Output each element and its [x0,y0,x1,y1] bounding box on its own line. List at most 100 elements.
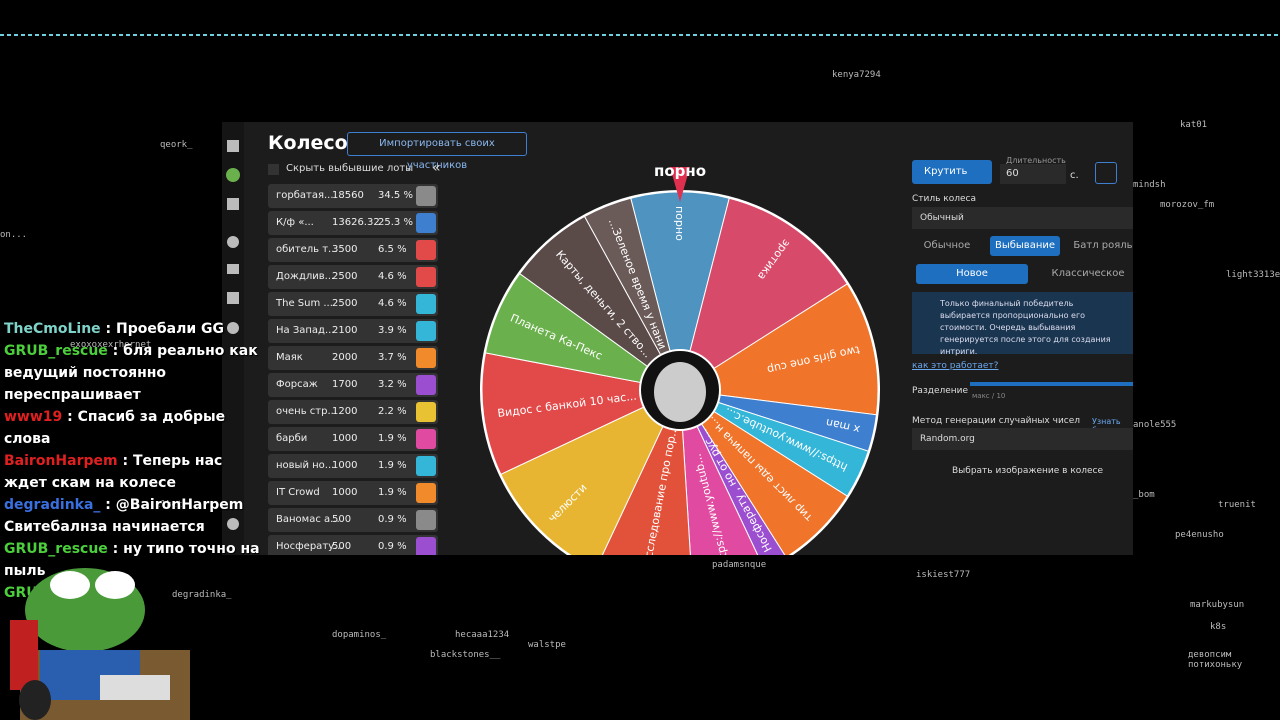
lot-name: Дождлив... [276,271,335,282]
wheel-segment [679,197,848,392]
wheel-segment [678,283,879,416]
mode-tab[interactable]: Обычное [923,240,971,251]
hub-face [654,362,706,422]
lot-percent: 6.5 % [378,244,407,255]
viewer-name: jelket [150,500,183,510]
lot-row: горбатая... 18560 34.5 % [268,184,438,208]
style-select[interactable]: Обычный [912,207,1133,229]
chat-sep: : [107,541,124,557]
split-slider[interactable] [970,382,1133,386]
lot-percent: 1.9 % [378,433,407,444]
viewer-name: light3313e [1226,270,1280,280]
lot-percent: 1.9 % [378,460,407,471]
lot-name: Носферату... [276,541,344,552]
lot-badge[interactable] [416,483,436,503]
submode-tab[interactable]: Новое [916,264,1028,284]
chat-sep: : [100,497,116,513]
lot-percent: 25.3 % [378,217,413,228]
rng-select[interactable]: Random.org [912,428,1133,450]
lot-badge[interactable] [416,375,436,395]
sidebar-icons [226,140,240,530]
chat-message: GRUB_rescue : ну типо точно на пыль [4,538,269,582]
wheel-segment [601,389,691,555]
app-title: Колесо [268,132,348,154]
chat-message: TheCmoLine : Проебали GG [4,318,269,340]
lot-percent: 0.9 % [378,514,407,525]
submode-tab[interactable]: Классическое [1051,268,1125,279]
random-button[interactable] [1095,162,1117,184]
lot-badge[interactable] [416,429,436,449]
lot-badge[interactable] [416,402,436,422]
lot-name: обитель т... [276,244,338,255]
viewer-name: walstpe [528,640,566,650]
spin-button[interactable]: Крутить [912,160,992,184]
chat-message: www19 : Спасиб за добрые слова [4,406,269,450]
seconds: с. [1070,170,1079,181]
lot-row: Маяк 2000 3.7 % [268,346,438,370]
mode-tab[interactable]: Батл рояль [1073,240,1133,251]
mode-tab[interactable]: Выбывание [990,236,1060,256]
lot-amount: 13626.32 [332,217,380,228]
viewer-name: degradinka_ [172,590,232,600]
lot-row: Ваномас а... 500 0.9 % [268,508,438,532]
lot-row: К/ф «... 13626.32 25.3 % [268,211,438,235]
lot-badge[interactable] [416,321,436,341]
lot-name: Маяк [276,352,303,363]
info-box: Только финальный победитель выбирается п… [912,292,1133,356]
viewer-name: exoxoxexrhornet [70,340,152,350]
lot-badge[interactable] [416,186,436,206]
lot-badge[interactable] [416,348,436,368]
viewer-name: pe4enusho [1175,530,1224,540]
wheel-label: порно [673,206,686,241]
lot-name: новый но... [276,460,335,471]
lot-badge[interactable] [416,456,436,476]
duration-label: Длительность [1006,156,1066,165]
lot-badge[interactable] [416,537,436,555]
lot-row: Форсаж 1700 3.2 % [268,373,438,397]
chat-text: Теперь нас ждет скам на колесе [4,453,223,491]
checkbox[interactable] [268,164,279,175]
viewer-name: hecaaa1234 [455,630,510,640]
lot-amount: 2000 [332,352,358,363]
lot-percent: 4.6 % [378,298,407,309]
info-text: Только финальный победитель выбирается п… [940,299,1111,356]
import-button[interactable]: Импортировать своих участников [347,132,527,171]
chat-sep: : [100,321,117,337]
lot-amount: 2500 [332,271,358,282]
viewer-name: iskiest777 [916,570,971,580]
lot-percent: 3.7 % [378,352,407,363]
lot-name: очень стр... [276,406,337,417]
lot-row: The Sum ... 2500 4.6 % [268,292,438,316]
lot-badge[interactable] [416,267,436,287]
lot-name: На Запад... [276,325,335,336]
viewer-name: девопсим потихоньку [1188,650,1243,670]
lot-row: обитель т... 3500 6.5 % [268,238,438,262]
wheel-segment [679,389,848,555]
viewer-name: kenya7294 [832,70,881,80]
viewer-name: kat01 [1180,120,1208,130]
lot-name: IT Crowd [276,487,320,498]
duration-input[interactable]: 60 [1000,164,1066,184]
viewer-name: _bom [1133,490,1155,500]
collapse[interactable]: « [432,160,441,176]
viewer-name: on... [0,230,28,240]
lot-amount: 1700 [332,379,358,390]
lot-badge[interactable] [416,510,436,530]
lot-row: Носферату... 500 0.9 % [268,535,438,555]
lot-badge[interactable] [416,213,436,233]
lot-percent: 2.2 % [378,406,407,417]
lot-badge[interactable] [416,240,436,260]
chat-text: бля реально как ведущий постоянно пересп… [4,343,258,403]
lot-amount: 500 [332,541,352,552]
sidebar [222,122,244,555]
image-select[interactable]: Выбрать изображение в колесе [952,466,1104,476]
lot-amount: 3500 [332,244,358,255]
lot-amount: 18560 [332,190,364,201]
lot-badge[interactable] [416,294,436,314]
viewer-name: padamsnque [712,560,767,570]
lot-name: Ваномас а... [276,514,340,525]
lot-amount: 1000 [332,487,358,498]
how-link[interactable]: как это работает? [912,361,999,371]
viewer-name: dopaminos_ [332,630,387,640]
